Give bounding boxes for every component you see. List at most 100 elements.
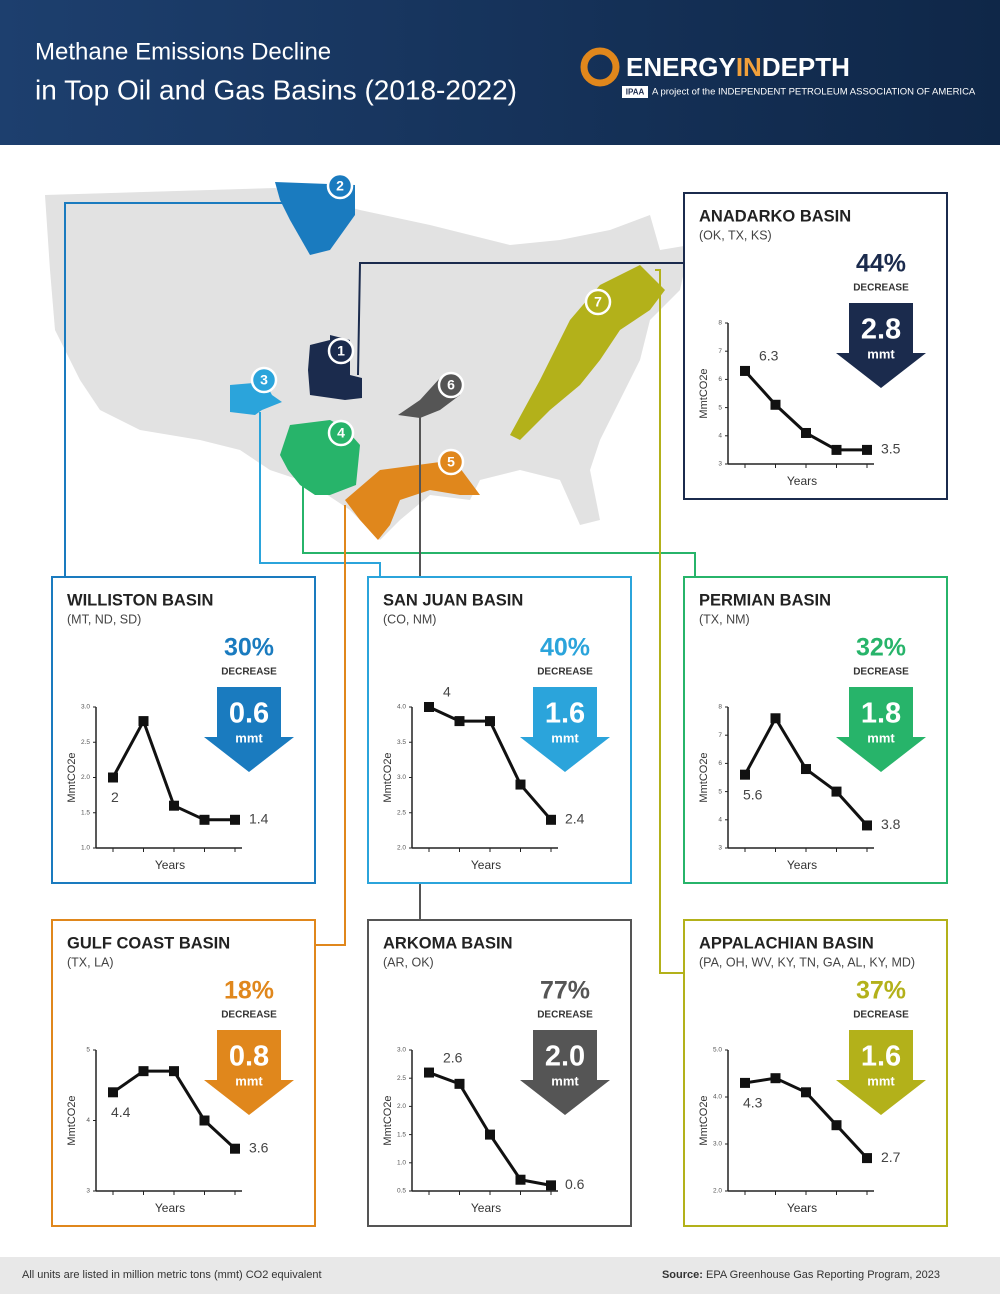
y-axis-label: MmtCO2e	[66, 752, 78, 802]
basin-panel: ARKOMA BASIN(AR, OK)77%DECREASE2.0mmt0.5…	[367, 919, 632, 1227]
x-axis-label: Years	[471, 858, 501, 872]
logo-icon	[580, 47, 620, 87]
reduction-unit: mmt	[867, 1073, 895, 1088]
y-axis-label: MmtCO2e	[382, 1095, 394, 1145]
title-line: in Top Oil and Gas Basins (2018-2022)	[35, 74, 517, 105]
reduction-amount: 2.8	[861, 314, 901, 346]
reduction-unit: mmt	[867, 730, 895, 745]
point	[138, 716, 149, 727]
point	[831, 444, 842, 455]
y-tick-label: 1.0	[81, 845, 90, 852]
value-label: 3.5	[881, 441, 901, 457]
y-tick-label: 4	[718, 433, 722, 440]
decrease-percent: 18%	[224, 977, 274, 1005]
point	[546, 814, 556, 825]
x-axis-label: Years	[787, 1201, 817, 1215]
panel-title: GULF COAST BASIN	[67, 934, 230, 952]
point	[740, 769, 750, 780]
y-tick-label: 2.0	[397, 845, 406, 852]
connector	[302, 480, 696, 577]
point	[831, 786, 842, 797]
basin-marker	[584, 288, 612, 316]
point	[230, 814, 240, 825]
point	[199, 1115, 210, 1126]
y-tick-label: 7	[718, 348, 722, 355]
point	[454, 716, 465, 727]
reduction-amount: 0.6	[229, 698, 269, 730]
value-label: 3.6	[249, 1139, 269, 1155]
y-tick-label: 5	[718, 788, 722, 795]
y-tick-label: 1.5	[397, 1131, 406, 1138]
panel-title: SAN JUAN BASIN	[383, 591, 523, 609]
header-band	[0, 0, 1000, 145]
point	[770, 713, 781, 724]
basin-number: 7	[594, 294, 602, 310]
decrease-label: DECREASE	[221, 667, 277, 678]
point	[230, 1143, 240, 1154]
decrease-percent: 40%	[540, 634, 590, 662]
panel-subtitle: (TX, NM)	[699, 612, 750, 626]
basin-panel: GULF COAST BASIN (TX, LA) 18% DECREASE 0.8mm…	[51, 919, 316, 1227]
panel-title: PERMIAN BASIN	[699, 591, 831, 609]
point	[801, 1087, 811, 1098]
decrease-arrow	[520, 1030, 610, 1115]
decrease-percent: 32%	[856, 634, 906, 662]
point	[138, 1066, 149, 1077]
footer-band	[0, 1257, 1000, 1294]
point	[546, 1180, 556, 1191]
connector	[64, 202, 285, 577]
panel-subtitle: (MT, ND, SD)	[67, 612, 141, 626]
point	[862, 820, 872, 831]
y-axis-label: MmtCO2e	[66, 1095, 78, 1145]
basin-number: 1	[337, 343, 345, 359]
basin-marker	[437, 448, 465, 476]
panel-title: WILLISTON BASIN	[67, 591, 213, 609]
value-label: 0.6	[565, 1176, 585, 1192]
value-label: 1.4	[249, 811, 269, 827]
point	[424, 1067, 434, 1078]
value-label: 2.4	[565, 811, 585, 827]
logo-tagline: A project of the INDEPENDENT PETROLEUM A…	[652, 87, 976, 98]
basin-number: 4	[337, 425, 345, 441]
value-label: 3.8	[881, 816, 901, 832]
y-tick-label: 4	[718, 817, 722, 824]
connector	[316, 505, 346, 946]
x-axis-label: Years	[787, 474, 817, 488]
value-label: 4.3	[743, 1095, 763, 1111]
footer-note: All units are listed in million metric t…	[22, 1269, 322, 1281]
logo-badge: IPAA	[626, 88, 645, 97]
connectors	[64, 202, 696, 974]
reduction-unit: mmt	[235, 730, 263, 745]
panel-title: APPALACHIAN BASIN	[699, 934, 874, 952]
decrease-percent: 44%	[856, 250, 906, 278]
y-tick-label: 5	[718, 404, 722, 411]
value-label: 4.4	[111, 1104, 131, 1120]
logo-text: ENERGYINDEPTH	[626, 52, 850, 82]
point	[801, 764, 811, 775]
panel-title: ARKOMA BASIN	[383, 934, 513, 952]
point	[454, 1078, 465, 1089]
decrease-arrow	[204, 687, 294, 772]
value-label: 5.6	[743, 786, 763, 802]
y-tick-label: 3	[718, 461, 722, 468]
reduction-amount: 2.0	[545, 1041, 585, 1073]
basin-marker	[327, 419, 355, 447]
point	[770, 399, 781, 410]
basin-marker	[437, 371, 465, 399]
decrease-label: DECREASE	[221, 1010, 277, 1021]
basin-marker	[326, 172, 354, 200]
value-label: 2	[111, 789, 119, 805]
title-line: Methane Emissions Decline	[35, 38, 331, 65]
x-axis-label: Years	[787, 858, 817, 872]
decrease-arrow	[204, 1030, 294, 1115]
decrease-percent: 30%	[224, 634, 274, 662]
connector	[259, 412, 381, 577]
reduction-unit: mmt	[235, 1073, 263, 1088]
point	[862, 1153, 872, 1164]
reduction-amount: 1.6	[861, 1041, 901, 1073]
decrease-arrow	[836, 1030, 926, 1115]
y-tick-label: 5	[86, 1047, 90, 1054]
source-text: EPA Greenhouse Gas Reporting Program, 20…	[706, 1269, 940, 1281]
